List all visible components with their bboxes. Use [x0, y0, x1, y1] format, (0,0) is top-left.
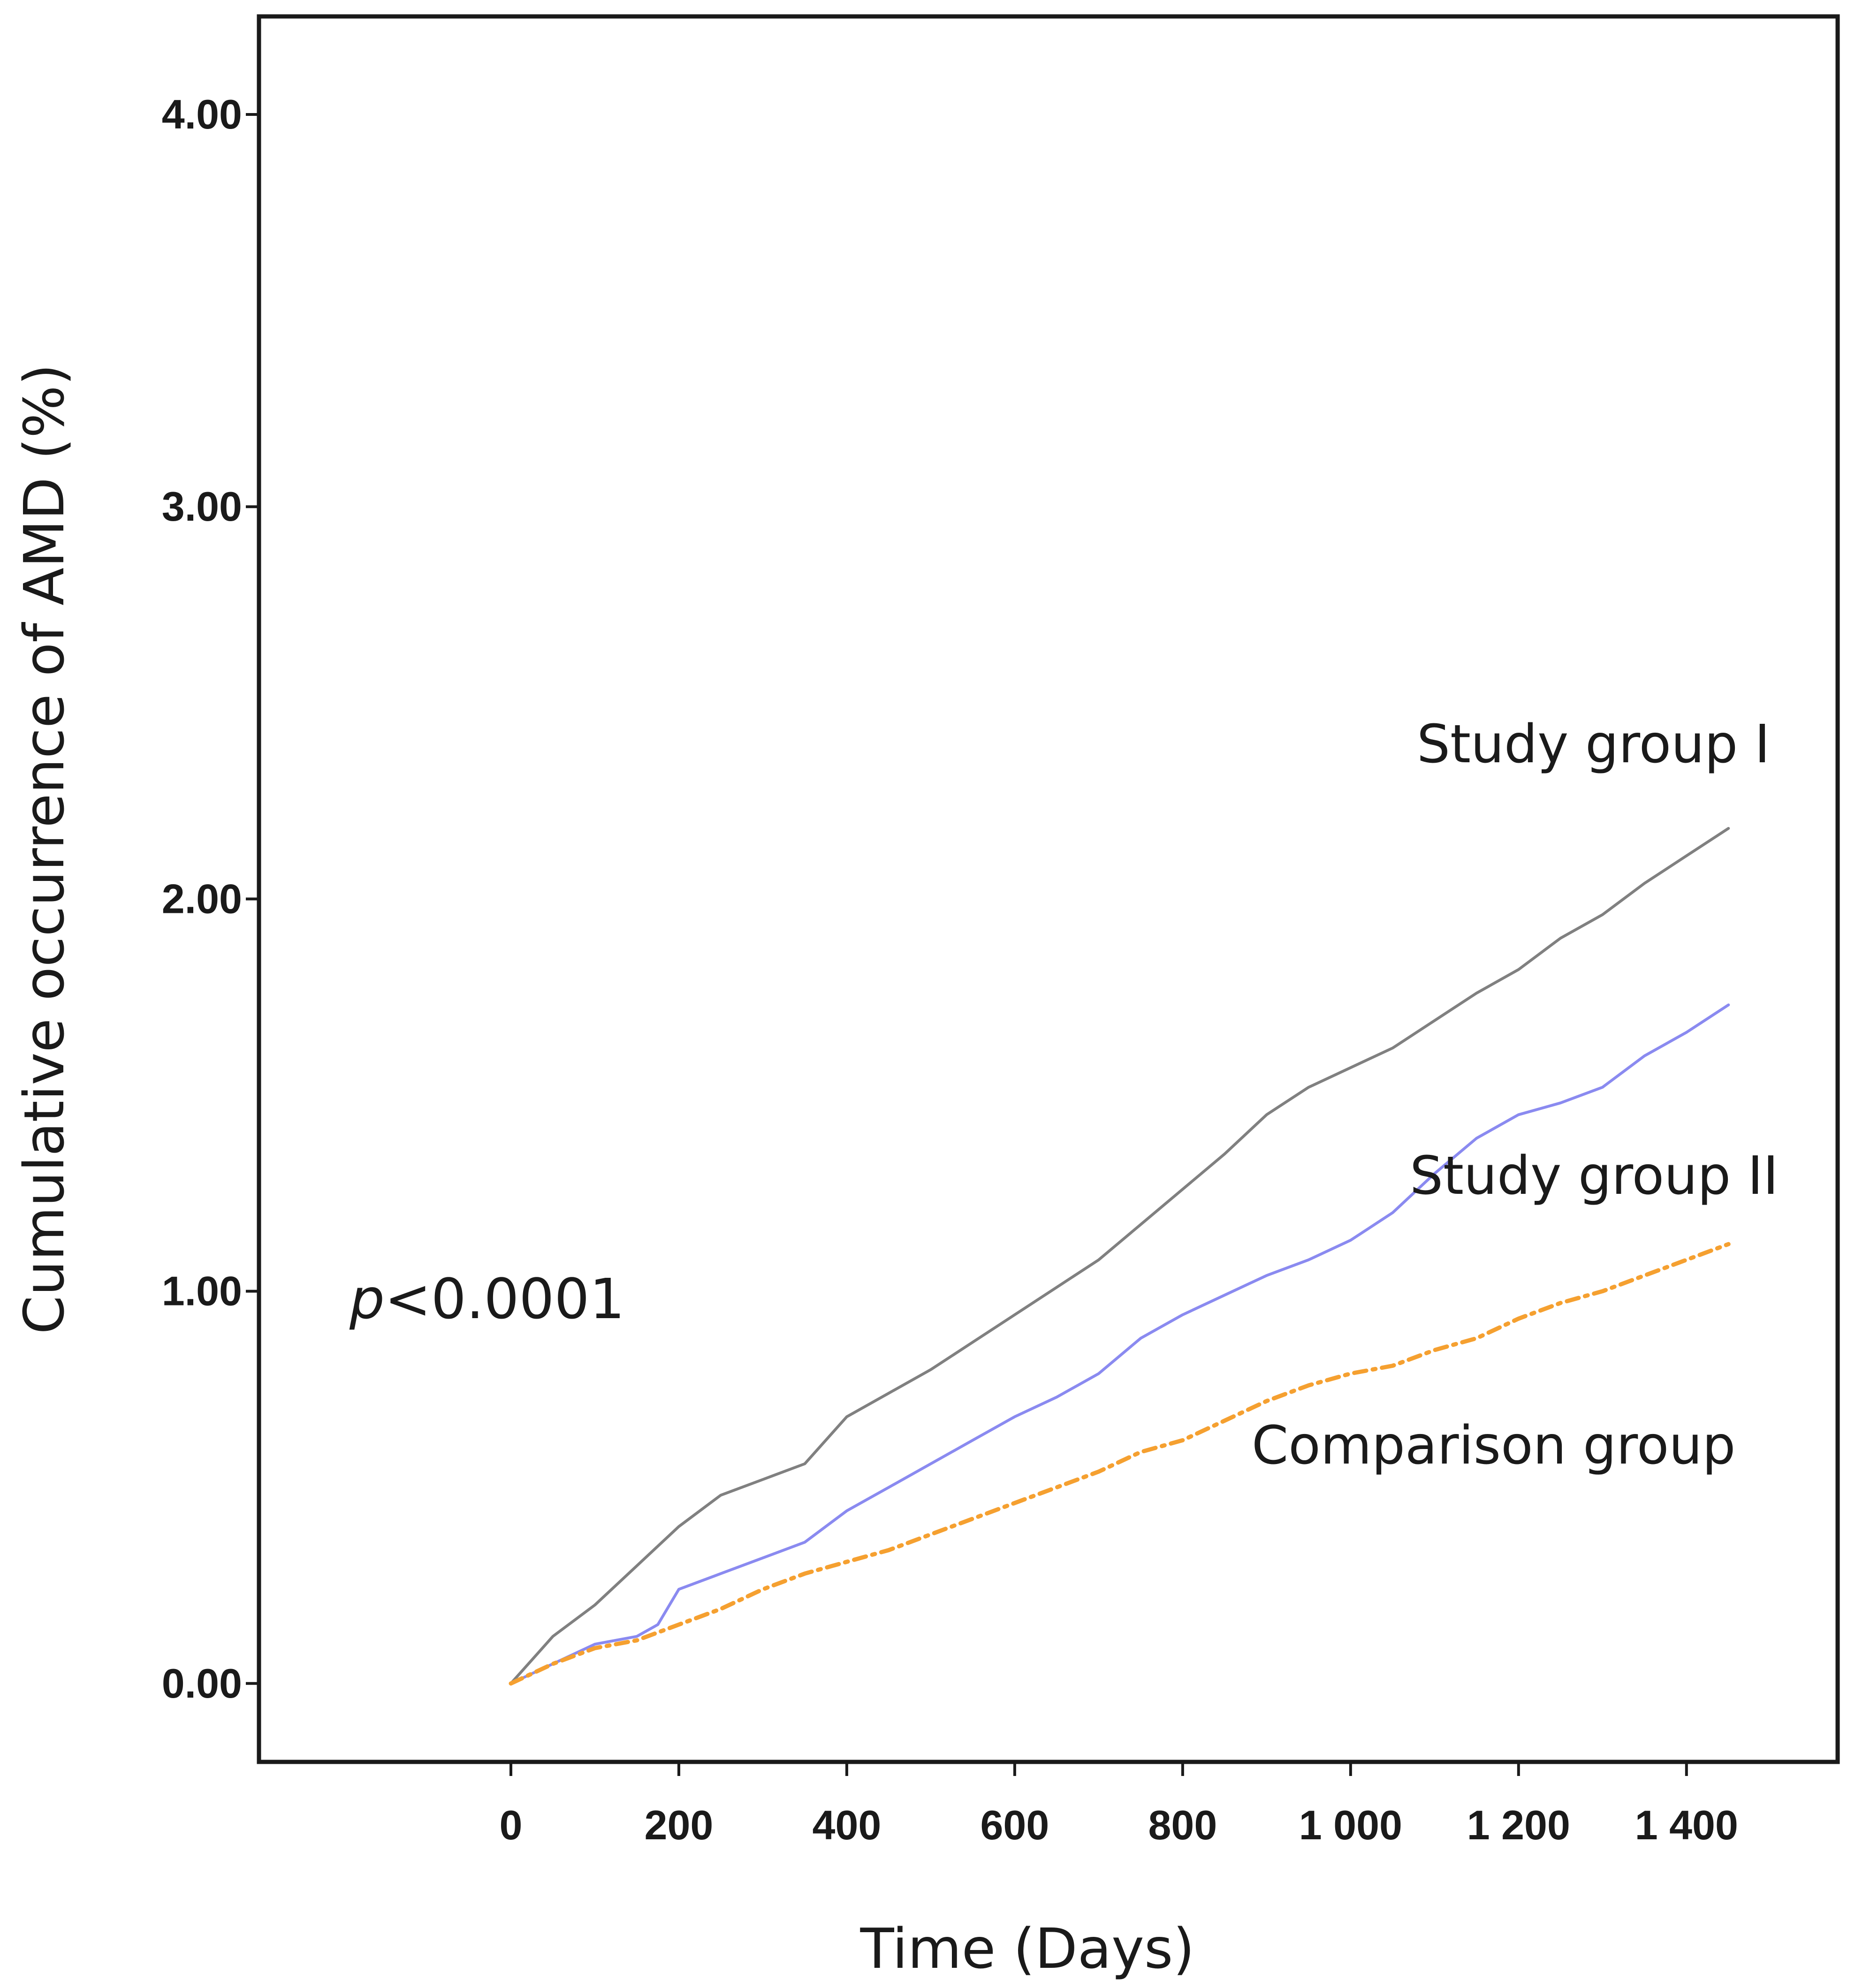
series-line-2: [509, 1242, 1731, 1686]
x-axis: 0 200 400 600 800 1 000 1 200 1 400: [499, 1762, 1738, 1848]
x-tick-label-4: 800: [1148, 1802, 1217, 1848]
p-value-threshold: <0.0001: [385, 1267, 625, 1331]
x-tick-label-2: 400: [813, 1802, 882, 1848]
y-tick-label-2: 2.00: [162, 875, 242, 922]
y-axis: 0.00 1.00 2.00 3.00 4.00: [162, 91, 259, 1707]
series-label-study-group-1: Study group I: [1417, 714, 1770, 775]
p-value-symbol: p: [349, 1267, 385, 1331]
x-axis-title: Time (Days): [860, 1916, 1195, 1981]
y-axis-title: Cumulative occurrence of AMD (%): [12, 364, 76, 1335]
p-value-annotation: p<0.0001: [349, 1267, 625, 1331]
y-tick-label-4: 4.00: [162, 91, 242, 137]
series-line-0: [509, 827, 1730, 1685]
series-label-comparison-group: Comparison group: [1252, 1415, 1735, 1476]
x-tick-label-1: 200: [645, 1802, 714, 1848]
x-tick-label-6: 1 200: [1467, 1802, 1570, 1848]
plot-frame: [257, 14, 1840, 1764]
x-tick-label-0: 0: [499, 1802, 522, 1848]
x-tick-label-5: 1 000: [1299, 1802, 1402, 1848]
y-tick-label-0: 0.00: [162, 1660, 242, 1707]
series-label-study-group-2: Study group II: [1410, 1146, 1779, 1206]
series-layer: [509, 827, 1731, 1686]
x-tick-label-3: 600: [980, 1802, 1049, 1848]
series-line-1: [509, 1003, 1730, 1685]
y-tick-label-3: 3.00: [162, 483, 242, 530]
x-tick-label-7: 1 400: [1635, 1802, 1738, 1848]
y-tick-label-1: 1.00: [162, 1268, 242, 1314]
